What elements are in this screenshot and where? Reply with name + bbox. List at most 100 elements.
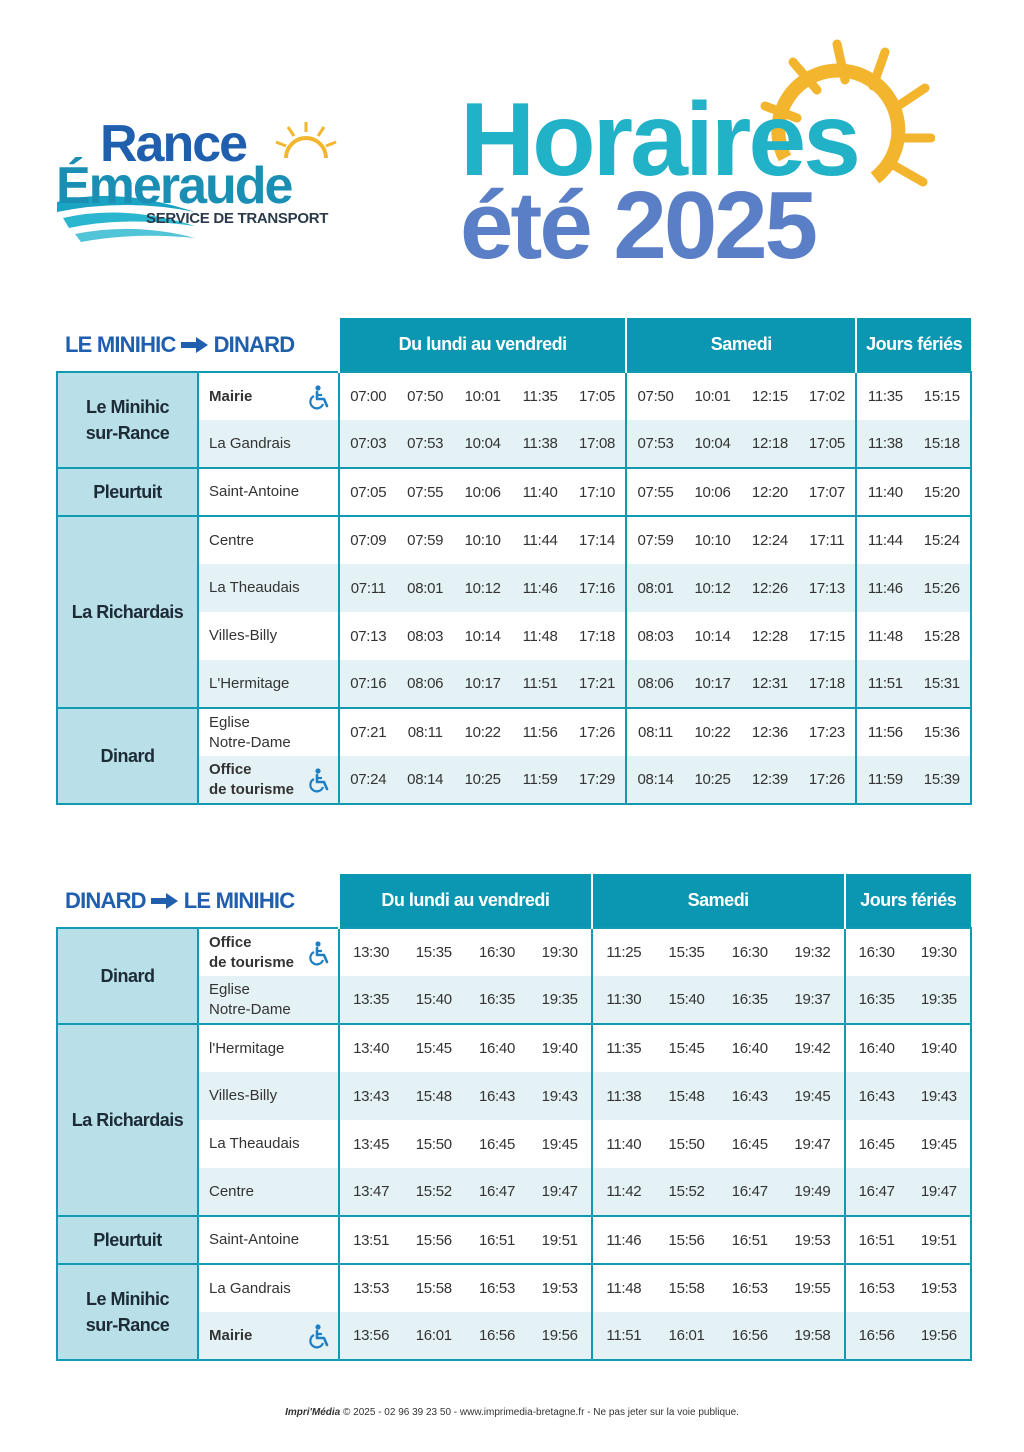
time: 13:56 bbox=[338, 1312, 403, 1361]
time: 08:01 bbox=[625, 564, 684, 612]
time: 16:45 bbox=[843, 1120, 908, 1168]
direction-arrow bbox=[150, 892, 178, 909]
time: 16:40 bbox=[465, 1023, 529, 1072]
direction-from: DINARD bbox=[65, 887, 147, 913]
stop-name: L'Hermitage bbox=[198, 660, 341, 708]
time: 16:35 bbox=[843, 976, 908, 1024]
time: 16:47 bbox=[718, 1168, 782, 1216]
time: 12:18 bbox=[741, 420, 799, 468]
time: 12:39 bbox=[741, 756, 799, 805]
time: 15:35 bbox=[654, 927, 719, 976]
time: 13:30 bbox=[338, 927, 403, 976]
time: 08:11 bbox=[625, 707, 684, 756]
time: 07:55 bbox=[625, 467, 684, 516]
town: Le Minihic sur-Rance bbox=[56, 1263, 199, 1361]
time: 17:26 bbox=[798, 756, 857, 805]
time: 16:01 bbox=[654, 1312, 719, 1361]
time: 16:56 bbox=[718, 1312, 782, 1361]
time: 16:30 bbox=[718, 927, 782, 976]
stop-name: Centre bbox=[198, 515, 341, 564]
time: 17:13 bbox=[798, 564, 857, 612]
time: 07:05 bbox=[338, 467, 397, 516]
time: 11:48 bbox=[590, 1263, 655, 1312]
time: 07:16 bbox=[338, 660, 397, 708]
time: 15:45 bbox=[654, 1023, 719, 1072]
time: 15:56 bbox=[402, 1215, 466, 1264]
time: 10:06 bbox=[683, 467, 742, 516]
time: 11:46 bbox=[511, 564, 569, 612]
stop-row: Le Minihic sur-Rance Mairie 07:00 07:50 10:0… bbox=[56, 371, 973, 469]
time: 10:01 bbox=[683, 371, 742, 420]
stop-name: Villes-Billy bbox=[198, 612, 341, 660]
time: 16:40 bbox=[843, 1023, 908, 1072]
time: 19:47 bbox=[907, 1168, 972, 1216]
time: 11:44 bbox=[855, 515, 914, 564]
time: 19:40 bbox=[528, 1023, 592, 1072]
stop-row: Dinard Office de tourisme 13:30 15:35 16:30 1… bbox=[56, 927, 972, 1025]
time: 16:35 bbox=[718, 976, 782, 1024]
time: 12:31 bbox=[741, 660, 799, 708]
time: 08:06 bbox=[396, 660, 454, 708]
time: 11:51 bbox=[511, 660, 569, 708]
time: 13:47 bbox=[338, 1168, 403, 1216]
stop-name: La Gandrais bbox=[198, 420, 341, 468]
time: 17:26 bbox=[568, 707, 627, 756]
time: 15:18 bbox=[913, 420, 973, 468]
time: 12:20 bbox=[741, 467, 799, 516]
time: 11:38 bbox=[855, 420, 914, 468]
direction-arrow bbox=[180, 336, 208, 353]
time: 07:53 bbox=[396, 420, 454, 468]
time: 19:56 bbox=[528, 1312, 592, 1361]
town: La Richardais bbox=[56, 1023, 199, 1217]
stop-row: Villes-Billy 13:43 15:48 16:43 19:43 11:38 15:… bbox=[57, 1072, 972, 1120]
time: 19:53 bbox=[528, 1263, 592, 1312]
time: 11:46 bbox=[855, 564, 914, 612]
time: 07:24 bbox=[338, 756, 397, 805]
time: 16:43 bbox=[718, 1072, 782, 1120]
time: 15:28 bbox=[913, 612, 973, 660]
column-header: Du lundi au vendredi bbox=[338, 874, 592, 928]
column-header: Du lundi au vendredi bbox=[338, 318, 627, 372]
time: 16:47 bbox=[465, 1168, 529, 1216]
time: 16:51 bbox=[843, 1215, 908, 1264]
time: 12:36 bbox=[741, 707, 799, 756]
timetable: LE MINIHIC DINARD Du lundi au vendredi Same… bbox=[56, 318, 973, 805]
time: 15:15 bbox=[913, 371, 973, 420]
time: 17:23 bbox=[798, 707, 857, 756]
accessible-icon bbox=[309, 767, 329, 792]
logo-rance: Rance bbox=[100, 115, 248, 173]
time: 10:22 bbox=[683, 707, 742, 756]
footer: Impri'Média © 2025 - 02 96 39 23 50 - ww… bbox=[0, 1407, 1024, 1418]
stop-row: La Richardais l'Hermitage 13:40 15:45 16:40 1… bbox=[56, 1023, 972, 1217]
time: 10:25 bbox=[683, 756, 742, 805]
time: 11:51 bbox=[855, 660, 914, 708]
time: 15:35 bbox=[402, 927, 466, 976]
time: 19:35 bbox=[907, 976, 972, 1024]
stop-name: La Theaudais bbox=[198, 564, 341, 612]
stop-name: La Gandrais bbox=[198, 1263, 341, 1312]
time: 19:43 bbox=[907, 1072, 972, 1120]
town: Dinard bbox=[56, 707, 199, 805]
timetable: DINARD LE MINIHIC Du lundi au vendredi Same… bbox=[56, 874, 972, 1361]
time: 07:59 bbox=[625, 515, 684, 564]
header-row: LE MINIHIC DINARD Du lundi au vendredi Same… bbox=[57, 318, 972, 372]
time: 15:36 bbox=[913, 707, 973, 756]
stop-name: Saint-Antoine bbox=[198, 467, 341, 516]
stop-name: Eglise Notre-Dame bbox=[198, 707, 341, 756]
time: 16:47 bbox=[843, 1168, 908, 1216]
time: 15:45 bbox=[402, 1023, 466, 1072]
time: 19:32 bbox=[781, 927, 845, 976]
time: 07:03 bbox=[338, 420, 397, 468]
time: 19:45 bbox=[907, 1120, 972, 1168]
time: 15:24 bbox=[913, 515, 973, 564]
accessible-icon bbox=[309, 384, 329, 409]
time: 07:50 bbox=[625, 371, 684, 420]
time: 13:35 bbox=[338, 976, 403, 1024]
time: 19:58 bbox=[781, 1312, 845, 1361]
time: 15:31 bbox=[913, 660, 973, 708]
stop-name: Centre bbox=[198, 1168, 341, 1216]
logo-tagline: SERVICE DE TRANSPORT bbox=[146, 210, 329, 227]
time: 15:40 bbox=[654, 976, 719, 1024]
time: 17:05 bbox=[798, 420, 857, 468]
